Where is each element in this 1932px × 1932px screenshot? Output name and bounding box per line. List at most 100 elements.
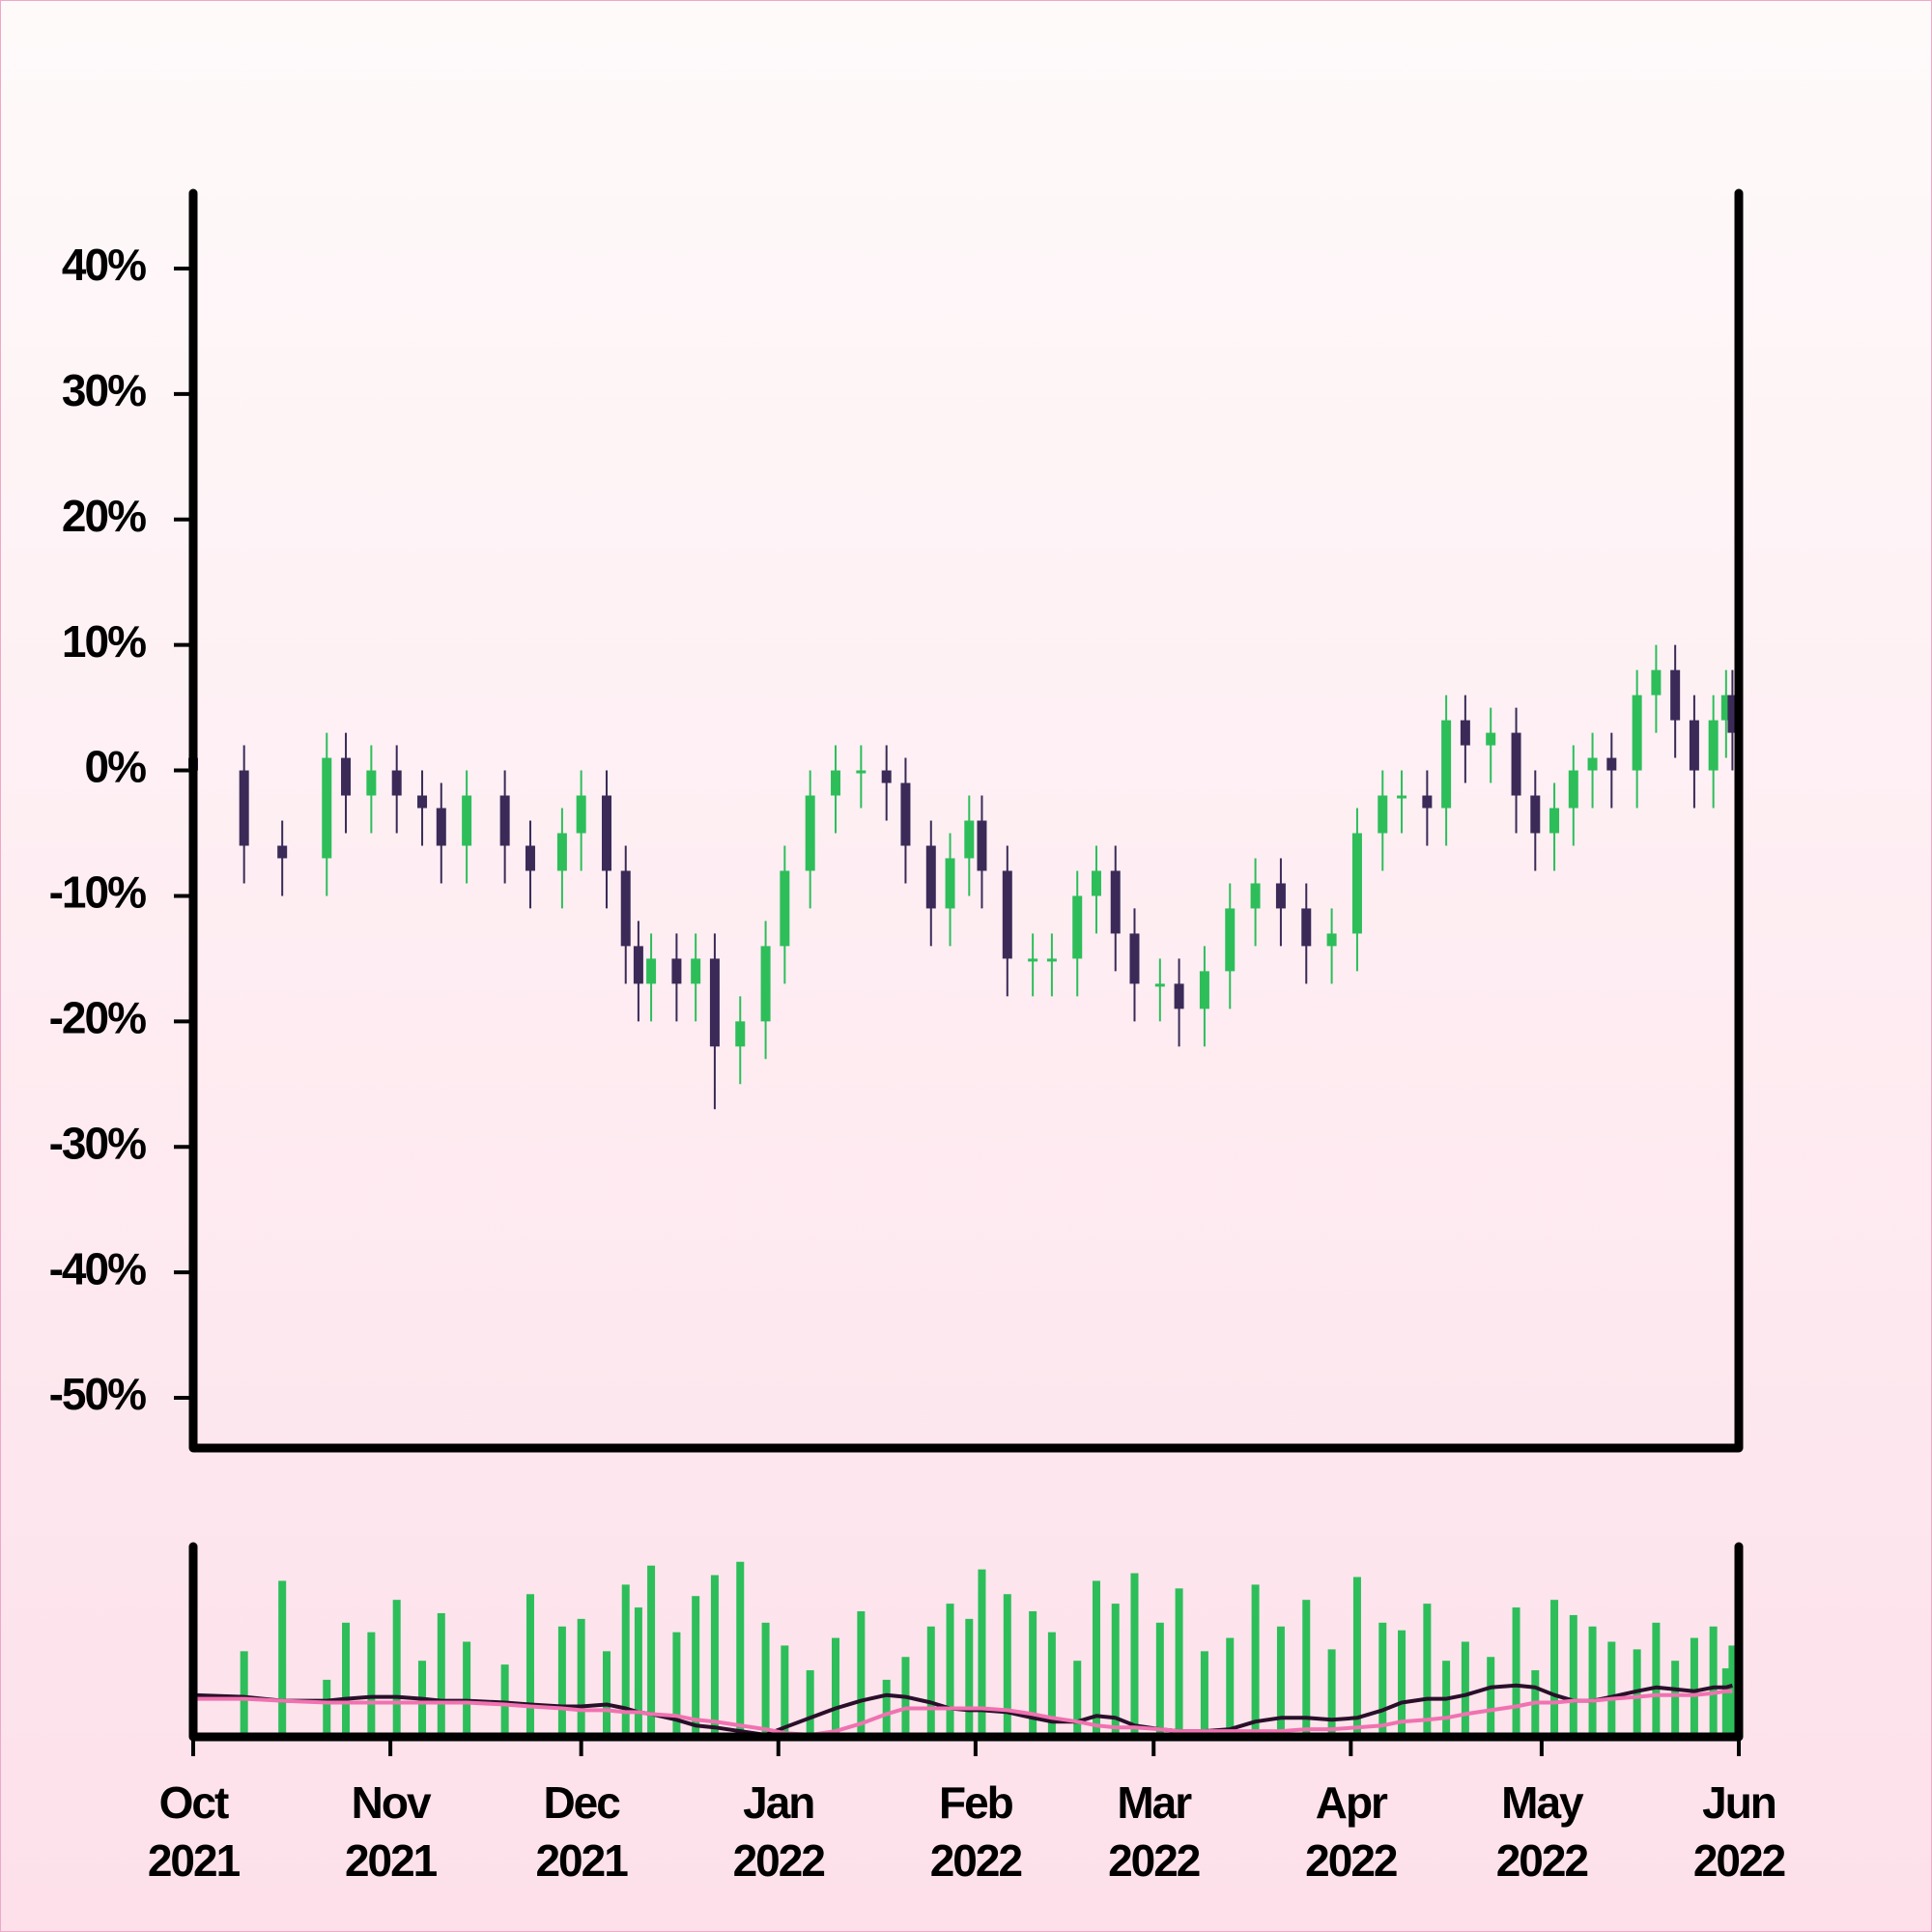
- volume-bar: [1155, 1622, 1164, 1737]
- volume-bar: [1487, 1657, 1495, 1737]
- candle-body: [1511, 732, 1521, 796]
- candle-body: [1587, 757, 1598, 771]
- candle-body: [925, 845, 936, 909]
- candle-body: [1378, 795, 1388, 834]
- y-tick-label: 0%: [85, 742, 147, 792]
- candle-body: [391, 770, 402, 796]
- x-tick-label: Mar 2022: [1108, 1777, 1201, 1886]
- candle-body: [499, 795, 510, 846]
- candle-body: [805, 795, 815, 871]
- volume-bar: [806, 1670, 814, 1737]
- volume-bar: [1352, 1577, 1361, 1737]
- volume-bar: [1709, 1626, 1718, 1737]
- volume-bar: [1550, 1600, 1559, 1737]
- candle-body: [1441, 720, 1452, 809]
- volume-bar: [1092, 1580, 1100, 1737]
- candle-body: [525, 845, 535, 871]
- candle-body: [1397, 795, 1407, 799]
- x-tick-label: Apr 2022: [1305, 1777, 1398, 1886]
- x-tick-label: May 2022: [1495, 1777, 1589, 1886]
- candle-body: [1460, 720, 1470, 746]
- volume-bar: [1721, 1668, 1730, 1737]
- volume-bar: [978, 1569, 986, 1737]
- candle-body: [601, 795, 611, 871]
- volume-bar: [1029, 1610, 1037, 1737]
- candle-body: [239, 770, 249, 846]
- volume-bar: [946, 1604, 954, 1737]
- volume-bar: [557, 1626, 566, 1737]
- volume-bar: [392, 1600, 401, 1737]
- y-tick-label: 40%: [62, 240, 146, 290]
- x-tick-label: Jan 2022: [732, 1777, 826, 1886]
- candle-body: [856, 770, 867, 774]
- candle-body: [1002, 870, 1012, 959]
- y-tick-label: -30%: [49, 1118, 146, 1168]
- candle-body: [1632, 695, 1642, 771]
- volume-bar: [367, 1632, 376, 1737]
- volume-bar: [463, 1641, 471, 1737]
- candle-body: [977, 820, 987, 871]
- candle-body: [1530, 795, 1541, 834]
- volume-bar: [1652, 1622, 1661, 1737]
- volume-bar: [1569, 1614, 1577, 1737]
- candle-body: [1072, 895, 1083, 959]
- y-tick-label: 10%: [62, 616, 146, 667]
- volume-bar: [1378, 1622, 1387, 1737]
- candle-body: [1225, 908, 1236, 972]
- volume-bar: [278, 1580, 287, 1737]
- x-tick-label: Nov 2021: [344, 1777, 438, 1886]
- volume-bar: [323, 1679, 331, 1737]
- volume-bar: [1423, 1604, 1432, 1737]
- volume-bar: [602, 1651, 611, 1737]
- volume-bar: [1461, 1641, 1469, 1737]
- volume-bar: [1073, 1661, 1082, 1737]
- volume-bar: [882, 1679, 891, 1737]
- volume-bar: [1047, 1632, 1056, 1737]
- y-tick-label: 30%: [62, 365, 146, 415]
- moving-average-line: [193, 1689, 1733, 1737]
- volume-bar: [1200, 1651, 1208, 1737]
- candle-body: [436, 808, 446, 846]
- candle-body: [620, 870, 631, 947]
- candle-body: [1250, 883, 1261, 909]
- y-tick-label: 20%: [62, 491, 146, 541]
- candle-body: [633, 946, 643, 984]
- volume-bar: [1671, 1661, 1680, 1737]
- candle-body: [366, 770, 377, 796]
- volume-bar: [692, 1596, 700, 1737]
- axis-frame: [188, 188, 1744, 1453]
- volume-bar: [1226, 1637, 1235, 1737]
- candle-body: [556, 833, 567, 871]
- candle-body: [881, 770, 892, 783]
- volume-bar: [1398, 1630, 1406, 1737]
- volume-bar: [1588, 1626, 1597, 1737]
- volume-bar: [1512, 1607, 1520, 1737]
- volume-bar: [1327, 1649, 1336, 1737]
- volume-bar: [1130, 1573, 1139, 1737]
- candle-body: [1568, 770, 1578, 809]
- candle-body: [691, 958, 701, 984]
- candle-body: [945, 858, 955, 909]
- candle-body: [1720, 695, 1731, 721]
- x-tick-label: Dec 2021: [535, 1777, 628, 1886]
- candle-body: [1301, 908, 1312, 947]
- volume-bar: [577, 1618, 585, 1737]
- candle-body: [1326, 933, 1337, 947]
- volume-bar: [672, 1632, 681, 1737]
- candle-body: [760, 946, 771, 1022]
- volume-bar: [736, 1561, 745, 1737]
- candle-body: [1129, 933, 1140, 984]
- volume-bar: [621, 1584, 630, 1737]
- candle-body: [735, 1021, 746, 1047]
- volume-bar: [1003, 1594, 1011, 1737]
- candle-body: [646, 958, 657, 984]
- candle-body: [1351, 833, 1362, 934]
- candle-body: [1199, 971, 1209, 1009]
- candle-body: [1028, 958, 1038, 962]
- candle-body: [671, 958, 682, 984]
- candle-body: [576, 795, 586, 834]
- candle-body: [900, 782, 911, 846]
- volume-bar: [832, 1637, 840, 1737]
